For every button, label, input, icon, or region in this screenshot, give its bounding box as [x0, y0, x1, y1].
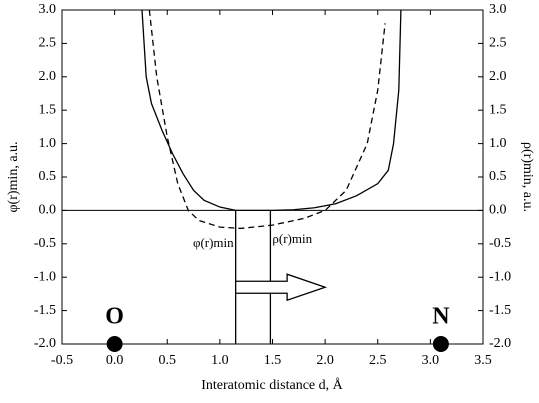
- y-tick-label: 2.0: [39, 69, 57, 84]
- x-tick-label: 0.0: [106, 353, 124, 368]
- y2-tick-label: -2.0: [489, 336, 511, 351]
- y2-tick-label: 1.5: [489, 102, 507, 117]
- y-tick-label: -1.5: [34, 303, 56, 318]
- y2-tick-label: 1.0: [489, 136, 507, 151]
- line-series: [148, 9, 386, 230]
- y2-tick-label: -1.5: [489, 303, 511, 318]
- x-tick-label: 2.0: [316, 353, 334, 368]
- y2-tick-label: 3.0: [489, 2, 507, 17]
- y2-tick-label: 0.0: [489, 203, 507, 218]
- arrow: [235, 273, 328, 302]
- line-series: [141, 9, 402, 212]
- marker-label: ρ(r)min: [272, 231, 312, 246]
- atom-point: [106, 336, 123, 352]
- marker-label: φ(r)min: [193, 235, 234, 250]
- x-tick-label: -0.5: [51, 353, 73, 368]
- y-tick-label: 0.0: [39, 203, 57, 218]
- y-axis-label: φ(r)min, a.u.: [6, 141, 21, 212]
- y-tick-label: 0.5: [39, 169, 57, 184]
- y2-tick-label: 0.5: [489, 169, 507, 184]
- plot-frame: [61, 9, 484, 345]
- y-tick-label: -0.5: [34, 236, 56, 251]
- y-tick-label: -2.0: [34, 336, 56, 351]
- y-tick-label: 2.5: [39, 36, 57, 51]
- x-tick-label: 2.5: [369, 353, 387, 368]
- atom-label: N: [432, 304, 450, 330]
- y-tick-label: 3.0: [39, 2, 57, 17]
- x-tick-label: 3.0: [422, 353, 440, 368]
- x-tick-label: 1.0: [211, 353, 229, 368]
- x-axis-label: Interatomic distance d, Å: [201, 377, 343, 393]
- x-tick-label: 3.5: [474, 353, 492, 368]
- y2-axis-label: ρ(r)min, a.u.: [520, 142, 535, 212]
- y2-tick-label: 2.0: [489, 69, 507, 84]
- atom-point: [432, 336, 449, 352]
- y2-tick-label: -1.0: [489, 269, 511, 284]
- y-tick-label: 1.0: [39, 136, 57, 151]
- x-tick-label: 1.5: [264, 353, 282, 368]
- y-tick-label: -1.0: [34, 269, 56, 284]
- y2-tick-label: -0.5: [489, 236, 511, 251]
- y2-tick-label: 2.5: [489, 36, 507, 51]
- x-tick-label: 0.5: [159, 353, 177, 368]
- atom-label: O: [105, 304, 124, 330]
- y-tick-label: 1.5: [39, 102, 57, 117]
